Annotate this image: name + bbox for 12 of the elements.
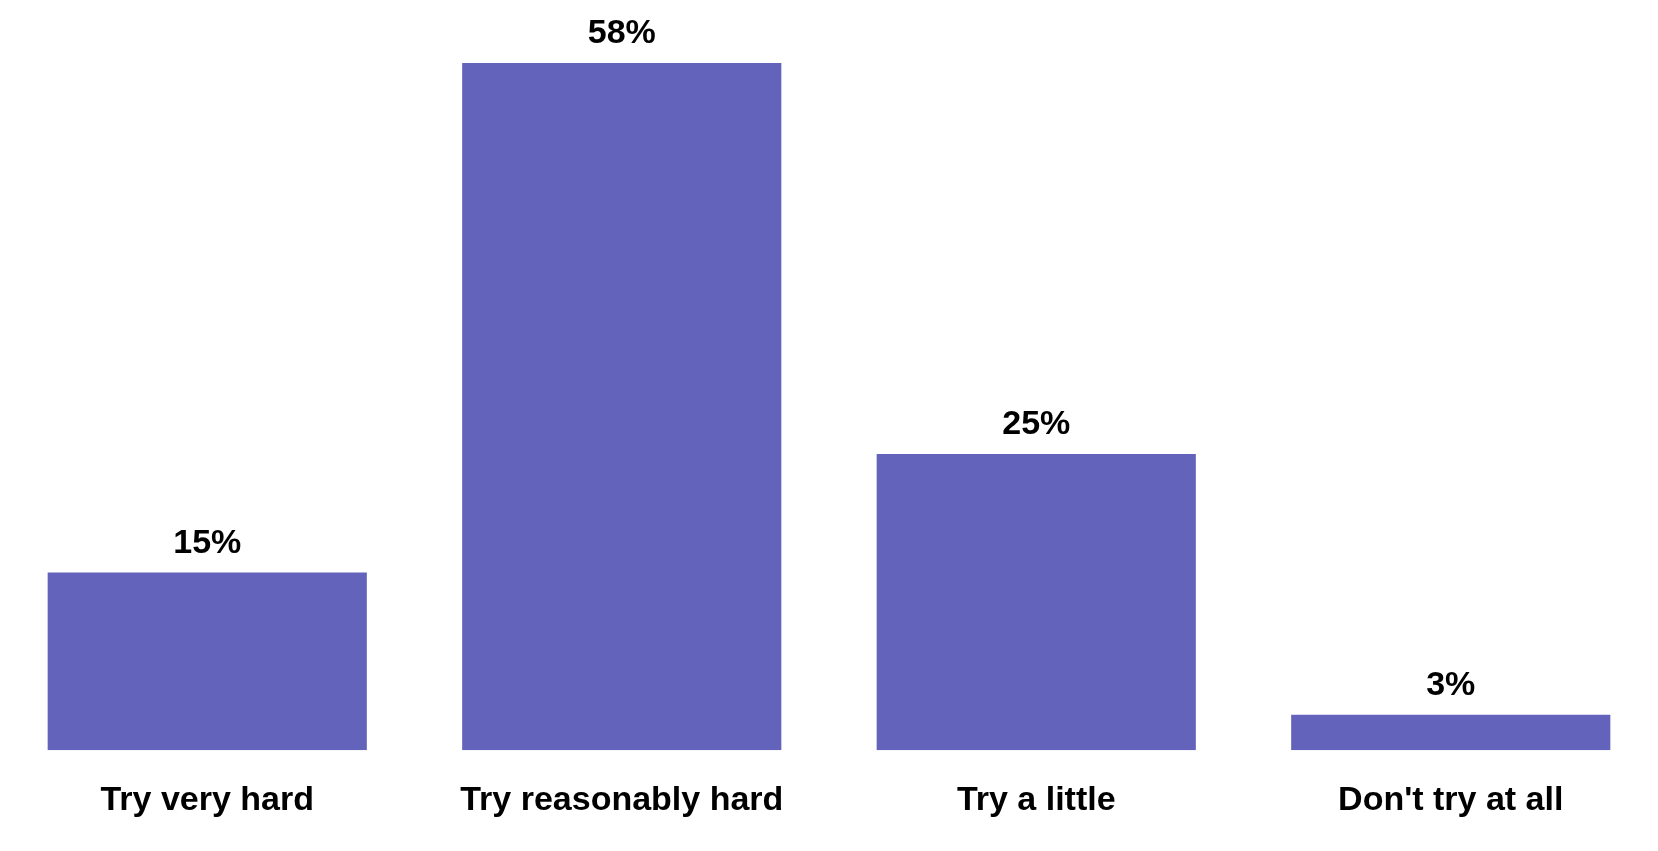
bar <box>47 572 367 751</box>
x-tick-label: Try very hard <box>100 778 315 817</box>
bar <box>1291 714 1611 751</box>
data-label: 25% <box>1002 403 1071 442</box>
x-tick-label: Try reasonably hard <box>460 778 784 817</box>
data-label: 58% <box>587 12 656 51</box>
bar <box>876 453 1196 751</box>
bar <box>462 63 782 751</box>
x-tick-label: Don't try at all <box>1338 778 1564 817</box>
data-label: 3% <box>1426 664 1476 703</box>
x-tick-label: Try a little <box>956 778 1116 817</box>
data-label: 15% <box>173 521 242 560</box>
